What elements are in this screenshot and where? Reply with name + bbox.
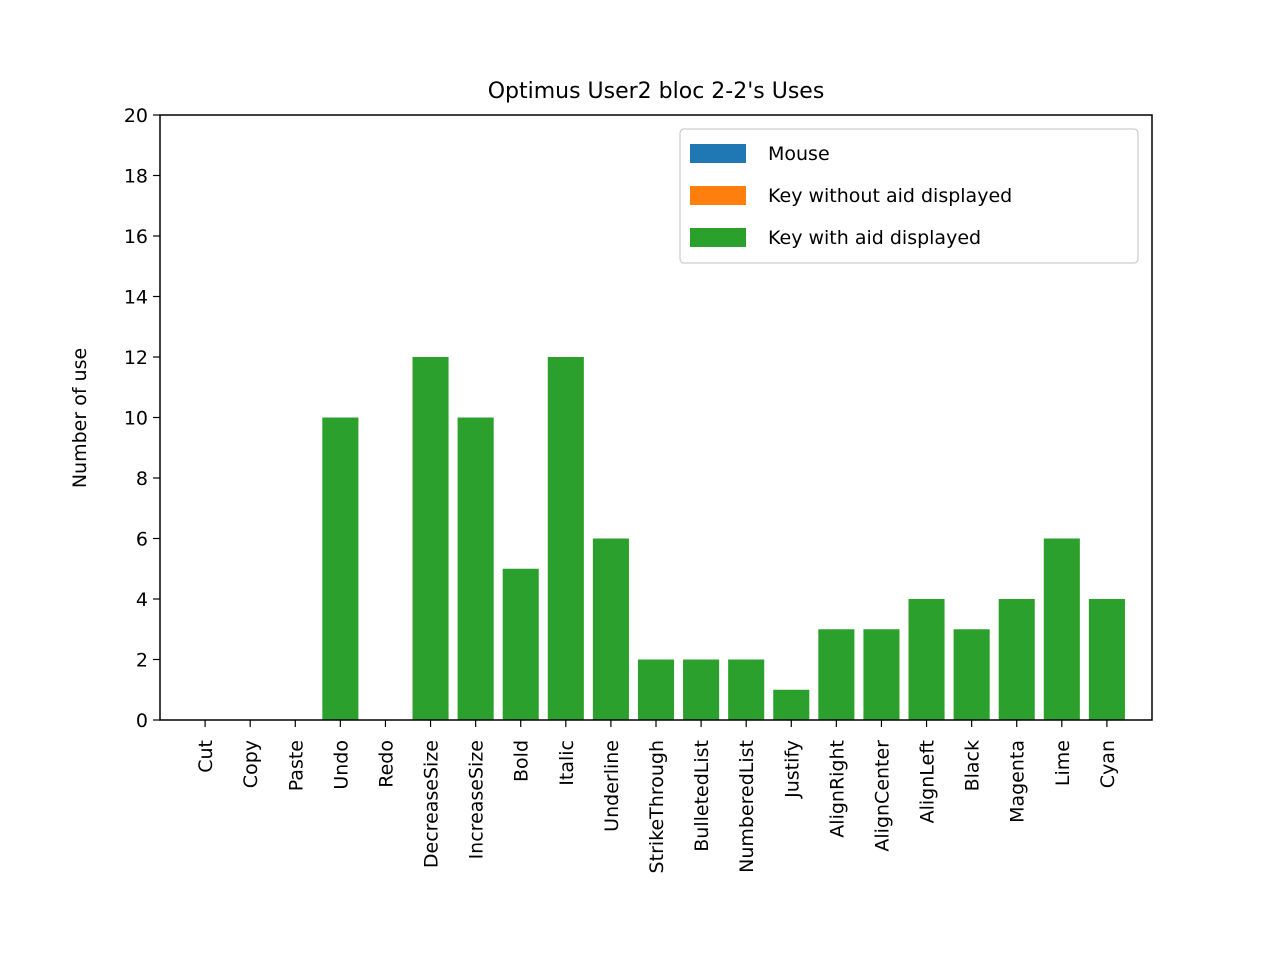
bar-lime-key-with-aid-displayed [1043, 538, 1080, 720]
x-tick-label-black: Black [962, 740, 984, 791]
bar-cyan-key-with-aid-displayed [1088, 599, 1125, 720]
y-tick-label: 20 [124, 105, 148, 127]
bar-italic-key-with-aid-displayed [547, 357, 584, 720]
legend-box [679, 128, 1139, 264]
x-tick-label-italic: Italic [556, 740, 578, 786]
x-tick-label-undo: Undo [330, 740, 352, 790]
bar-justify-key-with-aid-displayed [773, 689, 810, 720]
bar-increasesize-key-with-aid-displayed [457, 417, 494, 720]
y-tick-label: 10 [124, 408, 148, 430]
bar-strikethrough-key-with-aid-displayed [637, 659, 675, 720]
bars-group [322, 357, 1125, 720]
legend-label-key-without-aid-displayed: Key without aid displayed [768, 185, 1012, 207]
y-tick-label: 6 [136, 529, 148, 551]
bar-black-key-with-aid-displayed [953, 629, 990, 720]
x-tick-label-strikethrough: StrikeThrough [646, 740, 668, 873]
x-tick-label-bulletedlist: BulletedList [691, 740, 713, 852]
x-tick-label-alignleft: AlignLeft [917, 740, 939, 823]
legend-swatch-key-with-aid-displayed [690, 228, 746, 247]
bar-bold-key-with-aid-displayed [502, 568, 539, 720]
bar-aligncenter-key-with-aid-displayed [863, 629, 900, 720]
bar-magenta-key-with-aid-displayed [998, 599, 1035, 720]
legend-swatch-key-without-aid-displayed [690, 186, 746, 205]
bar-underline-key-with-aid-displayed [592, 538, 629, 720]
x-tick-label-underline: Underline [601, 740, 623, 832]
legend-label-key-with-aid-displayed: Key with aid displayed [768, 227, 981, 249]
bar-undo-key-with-aid-displayed [322, 417, 359, 720]
bar-numberedlist-key-with-aid-displayed [728, 659, 765, 720]
x-tick-label-increasesize: IncreaseSize [466, 740, 488, 859]
bar-alignleft-key-with-aid-displayed [908, 599, 945, 720]
x-tick-label-redo: Redo [375, 740, 397, 788]
x-tick-label-justify: Justify [781, 740, 803, 799]
x-tick-label-aligncenter: AlignCenter [871, 740, 893, 852]
y-axis-label: Number of use [69, 348, 91, 488]
y-tick-label: 14 [124, 287, 148, 309]
y-tick-label: 18 [124, 166, 148, 188]
x-tick-label-lime: Lime [1052, 740, 1074, 786]
x-tick-label-paste: Paste [285, 740, 307, 791]
axes-group: 0 2 4 6 8 10 12 14 16 18 20 Cut Copy Paste Undo Redo Dec… [124, 105, 1153, 873]
y-tick-label: 2 [136, 650, 148, 672]
y-tick-label: 8 [136, 468, 148, 490]
x-tick-label-decreasesize: DecreaseSize [421, 740, 443, 868]
y-tick-label: 0 [136, 710, 148, 732]
legend-label-mouse: Mouse [768, 143, 830, 165]
x-tick-label-cut: Cut [195, 740, 217, 773]
y-tick-label: 4 [136, 589, 148, 611]
y-tick-label: 12 [124, 347, 148, 369]
x-tick-label-magenta: Magenta [1007, 740, 1029, 823]
x-tick-label-alignright: AlignRight [826, 740, 848, 838]
x-tick-label-cyan: Cyan [1097, 740, 1119, 788]
y-tick-label: 16 [124, 226, 148, 248]
legend-swatch-mouse [690, 144, 746, 163]
chart-title: Optimus User2 bloc 2-2's Uses [488, 79, 825, 104]
bar-decreasesize-key-with-aid-displayed [412, 357, 449, 720]
x-tick-label-numberedlist: NumberedList [736, 740, 758, 873]
bar-bulletedlist-key-with-aid-displayed [683, 659, 720, 720]
x-tick-label-copy: Copy [240, 740, 262, 788]
bar-alignright-key-with-aid-displayed [818, 629, 855, 720]
legend: Mouse Key without aid displayed Key with a… [679, 128, 1139, 264]
x-tick-label-bold: Bold [511, 740, 533, 782]
